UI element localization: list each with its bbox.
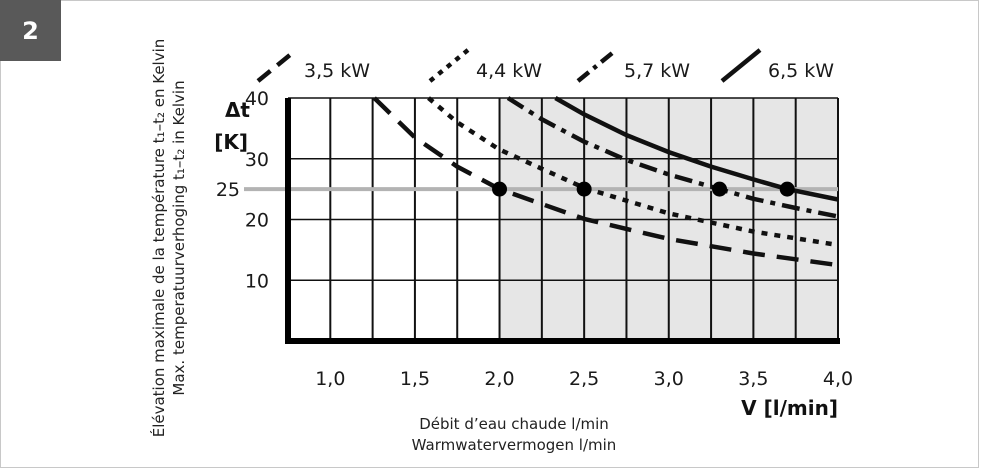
y-tick-label: 10 [245,270,269,292]
x-tick-label: 1,0 [315,368,345,390]
y-tick-label: 30 [245,149,269,171]
x-tick-label: 3,0 [654,368,684,390]
legend-swatch [256,48,298,83]
x-tick-label: 4,0 [823,368,853,390]
side-label-nl: Max. temperatuurverhoging t₁–t₂ in Kelvi… [170,80,188,395]
x-tick-label: 1,5 [400,368,430,390]
intersection-marker [576,181,592,197]
x-axis-title: V [l/min] [741,396,838,420]
x-tick-label: 2,5 [569,368,599,390]
intersection-marker [712,181,728,197]
legend-label: 3,5 kW [304,60,370,82]
legend-swatch [576,48,618,83]
figure-number: 2 [22,16,39,45]
x-tick-label: 2,0 [484,368,514,390]
side-label-fr: Élévation maximale de la température t₁–… [149,39,168,438]
y-tick-label: 40 [245,88,269,110]
x-tick-label: 3,5 [738,368,768,390]
y-axis-title-line1: Δt [225,98,250,122]
intersection-marker [779,181,795,197]
y-axis-title-line2: [K] [214,130,248,154]
caption-line1: Débit d’eau chaude l/min [419,415,609,433]
caption-line2: Warmwatervermogen l/min [412,436,617,454]
intersection-marker [492,181,508,197]
reference-line-label: 25 [216,179,240,201]
legend-label: 5,7 kW [624,60,690,82]
figure-number-badge: 2 [0,0,61,61]
legend-label: 6,5 kW [768,60,834,82]
y-tick-label: 20 [245,210,269,232]
legend-label: 4,4 kW [476,60,542,82]
legend-swatch [720,48,762,83]
legend-swatch [428,48,470,83]
curve-4-4-kW [427,96,839,248]
